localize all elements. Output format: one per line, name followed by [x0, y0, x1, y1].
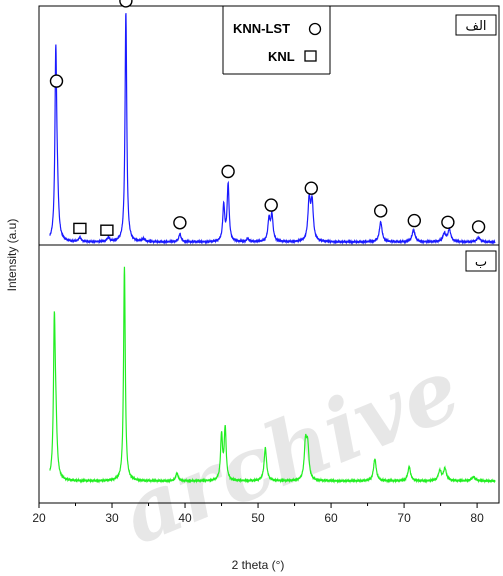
series-line-1 — [49, 13, 496, 245]
legend-label-knn-lst: KNN-LST — [233, 21, 290, 36]
series-line-2 — [49, 266, 496, 484]
peak-marker-circle-8 — [374, 204, 388, 218]
panel-tag-box-b — [465, 250, 497, 272]
panel-tag-b: ب — [475, 255, 487, 270]
y-axis-title: Intensity (a.u) — [5, 219, 19, 292]
x-tick-label-1: 30 — [105, 511, 119, 525]
x-axis-title: 2 theta (°) — [232, 558, 285, 572]
x-tick-label-0: 20 — [32, 511, 46, 525]
x-tick-label-6: 80 — [470, 511, 484, 525]
marker-layer — [49, 0, 486, 236]
peak-marker-circle-5 — [221, 164, 235, 179]
x-tick-label-4: 60 — [324, 511, 338, 525]
x-axis-ticks: 20 30 40 50 60 70 80 — [32, 503, 484, 525]
peak-marker-circle-10 — [441, 215, 455, 230]
series-layer — [49, 13, 496, 484]
x-tick-label-3: 50 — [251, 511, 265, 525]
x-tick-label-5: 70 — [397, 511, 411, 525]
peak-marker-circle-0 — [49, 74, 64, 88]
peak-marker-circle-9 — [407, 213, 421, 228]
legend-circle-icon — [308, 22, 322, 36]
legend-square-icon — [304, 50, 317, 62]
legend: KNN-LST KNL — [222, 6, 331, 75]
peak-marker-square-3 — [100, 224, 114, 236]
plot-frame — [38, 5, 500, 504]
peak-marker-circle-11 — [471, 220, 486, 234]
peak-marker-circle-4 — [173, 216, 187, 230]
watermark: archive — [108, 338, 473, 564]
peak-marker-circle-7 — [304, 181, 318, 195]
panel-tag-a: الف — [465, 19, 486, 34]
peak-marker-square-2 — [73, 222, 87, 235]
panel-tag-box-a — [455, 14, 497, 36]
x-tick-label-2: 40 — [178, 511, 192, 525]
peak-marker-circle-6 — [264, 198, 278, 212]
legend-label-knl: KNL — [268, 49, 295, 64]
peak-marker-circle-1 — [119, 0, 133, 8]
